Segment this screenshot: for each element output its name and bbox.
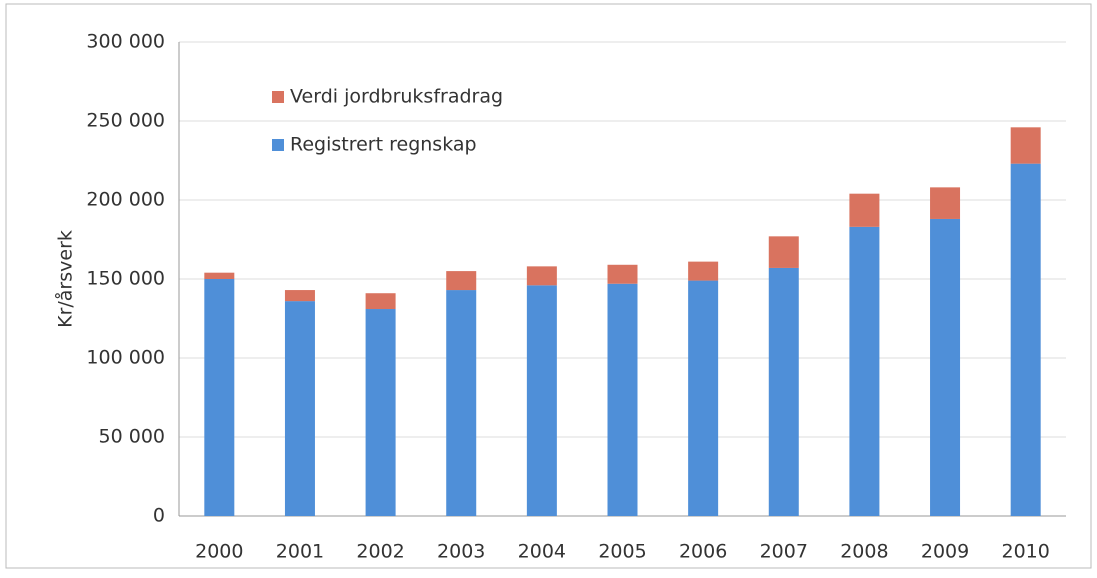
bar-segment [930,218,961,516]
bar-segment [768,267,799,516]
x-tick-label: 2000 [195,541,243,563]
bar-segment [688,280,719,516]
y-tick-label: 100 000 [86,347,165,369]
legend-label: Verdi jordbruksfradrag [290,86,503,108]
bar-segment [204,279,235,516]
bar-segment [365,293,396,310]
x-tick-label: 2001 [276,541,324,563]
x-tick-label: 2008 [840,541,888,563]
legend-swatch [272,91,284,103]
bar-segment [284,290,315,302]
x-tick-label: 2009 [921,541,969,563]
y-tick-label: 250 000 [86,110,165,132]
bar-segment [930,187,961,219]
bar-segment [768,236,799,268]
y-tick-label: 50 000 [99,426,165,448]
y-tick-label: 150 000 [86,268,165,290]
bar-segment [688,261,719,281]
bar-segment [446,290,477,516]
x-tick-label: 2005 [598,541,646,563]
y-tick-label: 200 000 [86,189,165,211]
legend-swatch [272,139,284,151]
bar-segment [607,283,638,516]
x-tick-label: 2010 [1002,541,1050,563]
bar-segment [446,271,477,291]
bar-segment [365,309,396,516]
bar-segment [204,272,235,279]
bar-segment [607,264,638,284]
bar-segment [526,285,557,516]
y-axis-label: Kr/årsverk [54,230,77,328]
bar-segment [849,226,880,517]
y-tick-label: 0 [153,505,165,527]
y-tick-label: 300 000 [86,31,165,53]
bar-segment [526,266,557,286]
bar-segment [1010,127,1041,164]
x-tick-label: 2003 [437,541,485,563]
x-tick-label: 2002 [356,541,404,563]
x-tick-label: 2006 [679,541,727,563]
x-tick-label: 2004 [518,541,566,563]
bar-segment [284,301,315,516]
bar-segment [1010,163,1041,516]
x-tick-label: 2007 [760,541,808,563]
bar-segment [849,193,880,227]
legend-label: Registrert regnskap [290,134,477,156]
